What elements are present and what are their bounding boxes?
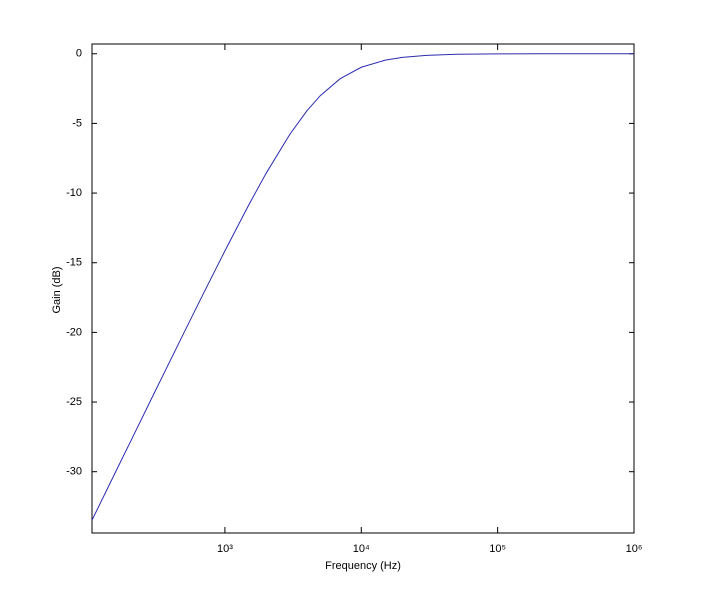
y-tick-label: -30 xyxy=(66,466,82,478)
x-tick-label: 10⁶ xyxy=(626,543,643,555)
x-axis-label: Frequency (Hz) xyxy=(325,560,401,572)
x-tick-label: 10³ xyxy=(217,543,233,555)
x-tick-label: 10⁵ xyxy=(489,543,506,555)
x-tick-label: 10⁴ xyxy=(353,543,370,555)
y-tick-label: -20 xyxy=(66,326,82,338)
y-tick-label: -15 xyxy=(66,257,82,269)
plot-area xyxy=(91,43,635,534)
y-tick-label: -25 xyxy=(66,396,82,408)
y-axis-label: Gain (dB) xyxy=(51,266,63,313)
y-tick-label: -10 xyxy=(66,187,82,199)
y-tick-label: -5 xyxy=(72,117,82,129)
line-series xyxy=(91,53,634,521)
y-tick-label: 0 xyxy=(76,48,82,60)
